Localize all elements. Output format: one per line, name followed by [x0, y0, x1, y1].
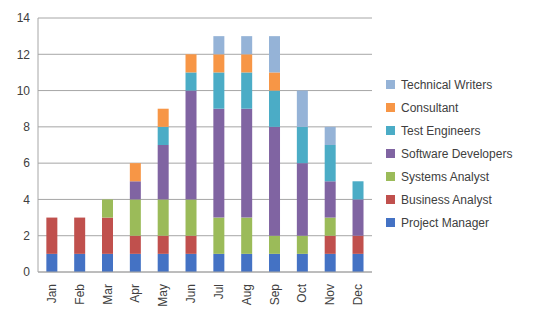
svg-text:12: 12 — [17, 48, 31, 62]
html-text:Systems Analyst: Systems Analyst — [401, 169, 489, 184]
svg-text:0: 0 — [23, 265, 30, 279]
svg-text:Aug: Aug — [240, 284, 254, 305]
svg-text:14: 14 — [17, 11, 31, 25]
html-text:Project Manager: Project Manager — [401, 215, 489, 230]
svg-text:2: 2 — [23, 229, 30, 243]
svg-text:Jun: Jun — [184, 284, 198, 303]
html-text:Consultant: Consultant — [401, 100, 459, 115]
svg-text:Apr: Apr — [128, 284, 142, 303]
svg-text:Dec: Dec — [351, 284, 365, 305]
svg-text:Mar: Mar — [101, 284, 115, 305]
svg-text:May: May — [156, 284, 170, 307]
svg-text:Feb: Feb — [73, 284, 87, 305]
svg-text:6: 6 — [23, 156, 30, 170]
svg-text:10: 10 — [17, 84, 31, 98]
html-text:Software Developers: Software Developers — [401, 146, 513, 161]
html-text:Business Analyst: Business Analyst — [401, 192, 492, 207]
svg-text:Nov: Nov — [323, 284, 337, 305]
svg-text:4: 4 — [23, 193, 30, 207]
svg-text:Oct: Oct — [295, 283, 309, 302]
html-text:Test Engineers: Test Engineers — [401, 123, 481, 138]
html-text:Technical Writers: Technical Writers — [401, 77, 493, 92]
svg-text:8: 8 — [23, 120, 30, 134]
svg-text:Sep: Sep — [268, 284, 282, 306]
svg-text:Jul: Jul — [212, 284, 226, 299]
svg-text:Jan: Jan — [45, 284, 59, 303]
